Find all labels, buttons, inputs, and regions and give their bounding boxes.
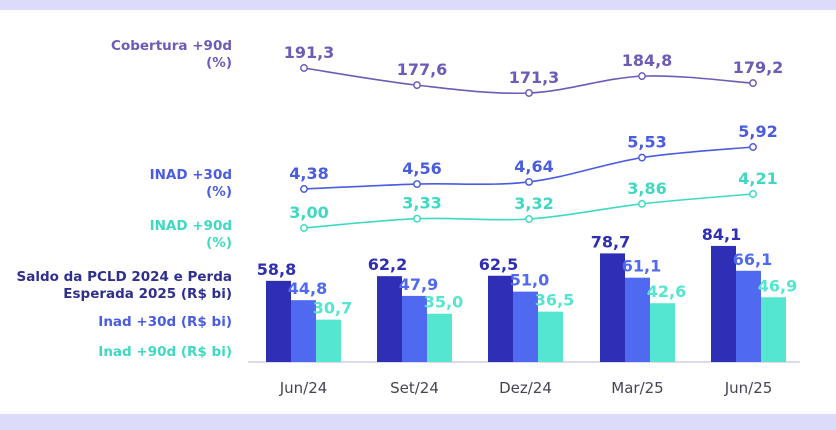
- bar-2-Jun/25: [736, 270, 761, 362]
- bar-3-Jun/24: [316, 319, 341, 362]
- bar-value-label: 51,0: [510, 271, 549, 290]
- bar-value-label: 36,5: [535, 291, 574, 310]
- bar-value-label: 47,9: [399, 275, 438, 294]
- inad90-value-label: 4,21: [738, 169, 777, 188]
- inad30-point: [749, 143, 757, 151]
- inad30-point: [525, 177, 533, 186]
- inad30-value-label: 4,38: [289, 164, 328, 183]
- bar-value-label: 35,0: [424, 293, 463, 312]
- coverage-value-label: 179,2: [733, 58, 784, 77]
- x-tick-label: Jun/24: [279, 379, 328, 397]
- bar-1-Dez/24: [488, 275, 513, 362]
- x-tick-label: Dez/24: [499, 379, 552, 397]
- bar-value-label: 46,9: [758, 276, 797, 295]
- bar-1-Set/24: [377, 276, 402, 362]
- inad30-value-label: 4,56: [402, 159, 441, 178]
- bar-3-Jun/25: [761, 297, 786, 362]
- bar-value-label: 66,1: [733, 250, 772, 269]
- inad90-value-label: 3,86: [627, 179, 666, 198]
- bar-1-Jun/24: [266, 280, 291, 362]
- bar-value-label: 62,5: [479, 255, 518, 274]
- inad90-bi-legend-label: Inad +90d (R$ bi): [98, 344, 232, 360]
- coverage-point: [300, 64, 308, 72]
- bottom-band: [0, 414, 836, 430]
- inad30-point: [300, 185, 308, 193]
- inad90-point: [300, 224, 308, 232]
- inad30-value-label: 4,64: [514, 157, 553, 176]
- coverage-value-label: 184,8: [622, 51, 673, 70]
- pcld-legend-label: Saldo da PCLD 2024 e Perda Esperada 2025…: [16, 269, 233, 302]
- coverage-value-label: 171,3: [509, 68, 560, 87]
- inad30-point: [413, 180, 421, 189]
- bar-value-label: 78,7: [591, 232, 630, 251]
- bar-value-label: 30,7: [313, 299, 352, 318]
- bar-1-Mar/25: [600, 253, 625, 362]
- inad30-pct-label: INAD +30d (%): [149, 167, 232, 200]
- inad30-value-label: 5,92: [738, 122, 777, 141]
- bar-3-Mar/25: [650, 303, 675, 362]
- inad90-value-label: 3,33: [402, 194, 441, 213]
- coverage-value-label: 177,6: [397, 60, 448, 79]
- coverage-label: Cobertura +90d (%): [111, 38, 232, 71]
- bar-2-Dez/24: [513, 291, 538, 362]
- bar-3-Set/24: [427, 313, 452, 362]
- bar-2-Jun/24: [291, 300, 316, 362]
- inad90-point: [749, 190, 757, 198]
- coverage-point: [413, 81, 421, 90]
- x-tick-label: Jun/25: [724, 379, 773, 397]
- bar-3-Dez/24: [538, 311, 563, 362]
- bar-1-Jun/25: [711, 245, 736, 362]
- bar-value-label: 58,8: [257, 260, 296, 279]
- x-tick-label: Mar/25: [611, 379, 663, 397]
- inad30-value-label: 5,53: [627, 133, 666, 152]
- coverage-point: [749, 79, 757, 88]
- coverage-point: [525, 89, 533, 97]
- x-tick-label: Set/24: [390, 379, 439, 397]
- inad90-pct-label: INAD +90d (%): [149, 218, 232, 251]
- inad30-point: [638, 153, 646, 162]
- bar-value-label: 62,2: [368, 255, 407, 274]
- inad90-point: [525, 215, 533, 223]
- bar-value-label: 84,1: [702, 225, 741, 244]
- bar-value-label: 44,8: [288, 279, 327, 298]
- bar-2-Mar/25: [625, 277, 650, 362]
- inad90-point: [413, 214, 421, 223]
- coverage-value-label: 191,3: [284, 43, 335, 62]
- inad90-value-label: 3,32: [514, 194, 553, 213]
- coverage-point: [638, 72, 646, 81]
- bar-value-label: 42,6: [647, 282, 686, 301]
- top-band: [0, 0, 836, 10]
- bar-2-Set/24: [402, 295, 427, 362]
- inad90-point: [638, 199, 646, 208]
- bar-value-label: 61,1: [622, 257, 661, 276]
- inad90-value-label: 3,00: [289, 203, 328, 222]
- inad30-bi-legend-label: Inad +30d (R$ bi): [98, 314, 232, 330]
